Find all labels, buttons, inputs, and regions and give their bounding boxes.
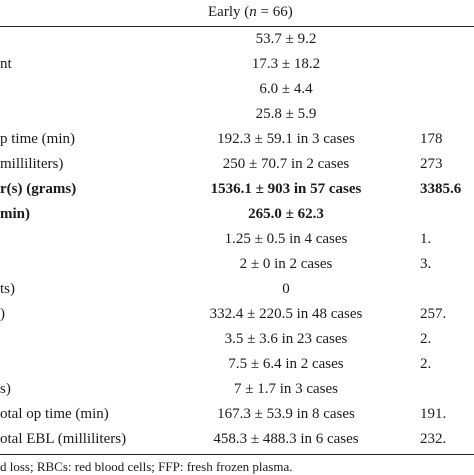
table-row: ) 332.4 ± 220.5 in 48 cases 257. [0, 302, 474, 327]
row-label: ts) [0, 281, 15, 297]
table-row: nt 17.3 ± 18.2 [0, 52, 474, 77]
late-value: 232. [420, 431, 447, 447]
row-label: p time (min) [0, 131, 75, 147]
table-row: 7.5 ± 6.4 in 2 cases 2. [0, 352, 474, 377]
early-value: 1536.1 ± 903 in 57 cases [210, 181, 362, 197]
late-value: 273 [420, 156, 443, 172]
early-value: 53.7 ± 9.2 [255, 31, 317, 47]
early-value: 25.8 ± 5.9 [255, 106, 317, 122]
table-row: 6.0 ± 4.4 [0, 77, 474, 102]
early-value: 7.5 ± 6.4 in 2 cases [228, 356, 344, 372]
early-value: 7 ± 1.7 in 3 cases [233, 381, 339, 397]
row-label: s) [0, 381, 11, 397]
late-value: 191. [420, 406, 447, 422]
early-value: 3.5 ± 3.6 in 23 cases [224, 331, 348, 347]
early-value: 6.0 ± 4.4 [259, 81, 313, 97]
late-value: 2. [420, 331, 432, 347]
table-row: r(s) (grams) 1536.1 ± 903 in 57 cases 33… [0, 177, 474, 202]
row-label: min) [0, 206, 30, 222]
early-column-header: Early (n = 66) [208, 4, 293, 21]
table-footnote: d loss; RBCs: red blood cells; FFP: fres… [0, 459, 293, 474]
late-value: 3. [420, 256, 432, 272]
table-row: 3.5 ± 3.6 in 23 cases 2. [0, 327, 474, 352]
early-value: 17.3 ± 18.2 [251, 56, 321, 72]
row-label: ) [0, 306, 5, 322]
table-row: ts) 0 [0, 277, 474, 302]
table-row: s) 7 ± 1.7 in 3 cases [0, 377, 474, 402]
early-value: 167.3 ± 53.9 in 8 cases [217, 406, 355, 422]
early-value: 332.4 ± 220.5 in 48 cases [209, 306, 363, 322]
n-symbol: n [249, 4, 257, 20]
table-row: 1.25 ± 0.5 in 4 cases 1. [0, 227, 474, 252]
late-value: 257. [420, 306, 447, 322]
table-row: otal EBL (milliliters) 458.3 ± 488.3 in … [0, 427, 474, 452]
row-label: r(s) (grams) [0, 181, 77, 197]
table-row: 2 ± 0 in 2 cases 3. [0, 252, 474, 277]
late-value: 1. [420, 231, 432, 247]
table-header-row: Early (n = 66) [0, 0, 474, 27]
table-row: 53.7 ± 9.2 [0, 27, 474, 52]
row-label: otal op time (min) [0, 406, 109, 422]
row-label: otal EBL (milliliters) [0, 431, 127, 447]
row-label: milliliters) [0, 156, 64, 172]
early-value: 265.0 ± 62.3 [248, 206, 324, 222]
table-row: 25.8 ± 5.9 [0, 102, 474, 127]
early-value: 1.25 ± 0.5 in 4 cases [224, 231, 348, 247]
late-value: 2. [420, 356, 432, 372]
late-value: 178 [420, 131, 443, 147]
early-header-label: Early ( [208, 4, 250, 20]
table-row: milliliters) 250 ± 70.7 in 2 cases 273 [0, 152, 474, 177]
row-label: nt [0, 56, 12, 72]
early-value: 192.3 ± 59.1 in 3 cases [217, 131, 355, 147]
early-value: 250 ± 70.7 in 2 cases [222, 156, 350, 172]
early-value: 2 ± 0 in 2 cases [239, 256, 333, 272]
early-value: 0 [282, 281, 290, 297]
table-bottom-rule [0, 454, 474, 455]
table-row: p time (min) 192.3 ± 59.1 in 3 cases 178 [0, 127, 474, 152]
late-value: 3385.6 [420, 181, 462, 197]
early-value: 458.3 ± 488.3 in 6 cases [213, 431, 359, 447]
early-header-count: = 66) [256, 4, 293, 20]
table-row: min) 265.0 ± 62.3 [0, 202, 474, 227]
table-row: otal op time (min) 167.3 ± 53.9 in 8 cas… [0, 402, 474, 427]
